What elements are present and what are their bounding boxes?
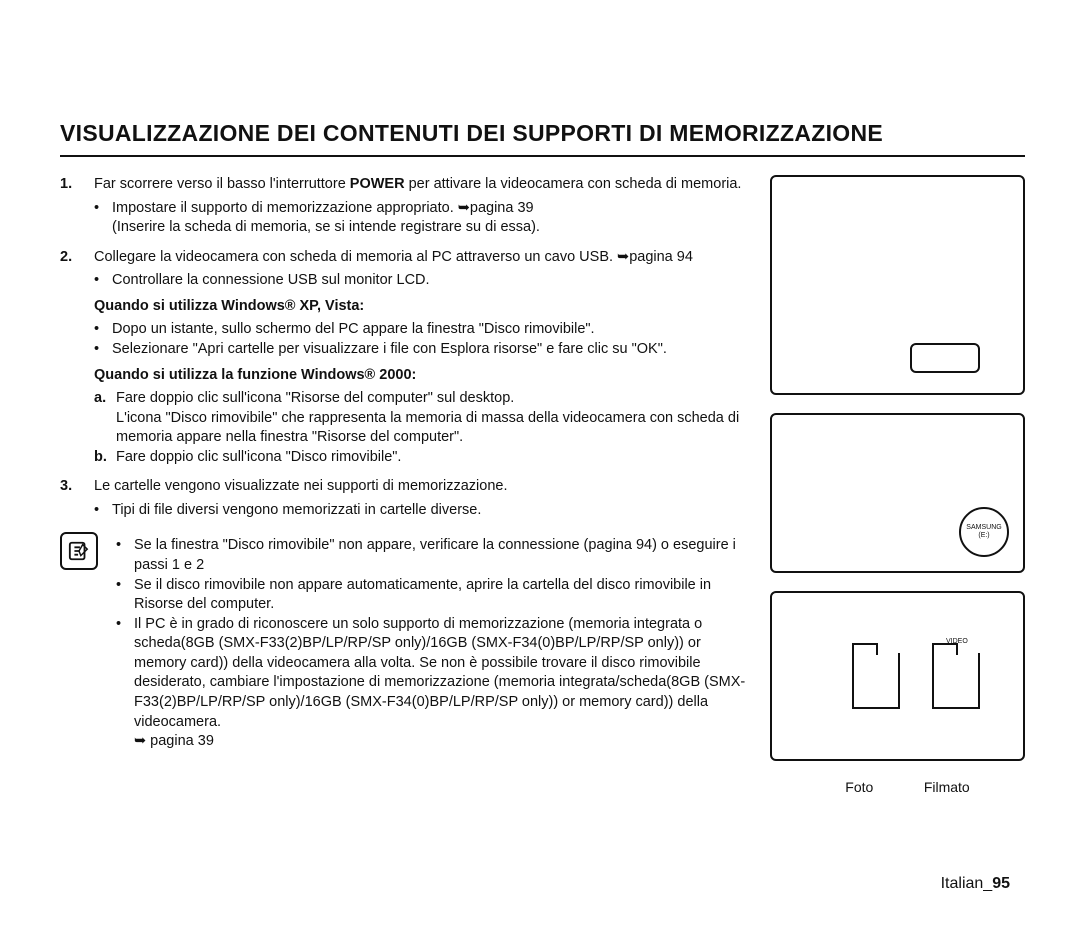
lcd-slot (910, 343, 980, 373)
step-body: Collegare la videocamera con scheda di m… (94, 248, 752, 468)
heading-2000: Quando si utilizza la funzione Windows® … (94, 366, 752, 386)
left-column: 1. Far scorrere verso il basso l'interru… (60, 175, 752, 795)
step-1-lead-b: per attivare la videocamera con scheda d… (405, 176, 742, 192)
disk-panel: SAMSUNG (E:) (770, 413, 1025, 573)
note-icon (60, 532, 98, 570)
sub-b: b. Fare doppio clic sull'icona "Disco ri… (94, 448, 752, 468)
sub-a-label: a. (94, 389, 116, 448)
step-1: 1. Far scorrere verso il basso l'interru… (60, 175, 752, 238)
step-1-bullets: Impostare il supporto di memorizzazione … (94, 199, 752, 238)
step-1-b1-text: Impostare il supporto di memorizzazione … (112, 199, 752, 238)
footer-sep: _ (983, 875, 992, 892)
note-2: Se il disco rimovibile non appare automa… (116, 576, 752, 615)
step-2-lead: Collegare la videocamera con scheda di m… (94, 249, 693, 265)
page-title: VISUALIZZAZIONE DEI CONTENUTI DEI SUPPOR… (60, 120, 1025, 157)
xp-b1: Dopo un istante, sullo schermo del PC ap… (94, 320, 752, 340)
step-number: 3. (60, 477, 94, 520)
note-3-text: Il PC è in grado di riconoscere un solo … (134, 615, 752, 752)
step-3-lead: Le cartelle vengono visualizzate nei sup… (94, 478, 507, 494)
page: VISUALIZZAZIONE DEI CONTENUTI DEI SUPPOR… (0, 0, 1080, 933)
folders-panel: VIDEO (770, 591, 1025, 761)
step-number: 2. (60, 248, 94, 468)
xp-b1-text: Dopo un istante, sullo schermo del PC ap… (112, 320, 752, 340)
step-2-bullets: Controllare la connessione USB sul monit… (94, 271, 752, 291)
note-2-text: Se il disco rimovibile non appare automa… (134, 576, 752, 615)
note-3: Il PC è in grado di riconoscere un solo … (116, 615, 752, 752)
lcd-panel (770, 175, 1025, 395)
note-block: Se la finestra "Disco rimovibile" non ap… (60, 532, 752, 751)
power-label: POWER (350, 176, 405, 192)
footer-lang: Italian (941, 875, 984, 892)
step-body: Far scorrere verso il basso l'interrutto… (94, 175, 752, 238)
pencil-note-icon (68, 540, 90, 562)
step-3-bullets: Tipi di file diversi vengono memorizzati… (94, 501, 752, 521)
caption-foto: Foto (845, 779, 873, 795)
step-number: 1. (60, 175, 94, 238)
heading-xp: Quando si utilizza Windows® XP, Vista: (94, 297, 752, 317)
step-3: 3. Le cartelle vengono visualizzate nei … (60, 477, 752, 520)
xp-bullets: Dopo un istante, sullo schermo del PC ap… (94, 320, 752, 359)
xp-b2: Selezionare "Apri cartelle per visualizz… (94, 340, 752, 360)
step-2-b1: Controllare la connessione USB sul monit… (94, 271, 752, 291)
folder-captions: Foto Filmato (770, 779, 1025, 795)
sub-b-label: b. (94, 448, 116, 468)
note-bullets: Se la finestra "Disco rimovibile" non ap… (116, 536, 752, 751)
right-column: SAMSUNG (E:) VIDEO Foto Filmato (770, 175, 1025, 795)
sub-b-text: Fare doppio clic sull'icona "Disco rimov… (116, 448, 752, 468)
samsung-disk-icon: SAMSUNG (E:) (959, 507, 1009, 557)
caption-filmato: Filmato (924, 779, 970, 795)
folder-foto-icon (852, 653, 900, 709)
note-1-text: Se la finestra "Disco rimovibile" non ap… (134, 536, 752, 575)
sub-a: a. Fare doppio clic sull'icona "Risorse … (94, 389, 752, 448)
folder-filmato-icon (932, 653, 980, 709)
step-2: 2. Collegare la videocamera con scheda d… (60, 248, 752, 468)
page-footer: Italian_95 (941, 875, 1010, 893)
xp-b2-text: Selezionare "Apri cartelle per visualizz… (112, 340, 752, 360)
step-3-b1: Tipi di file diversi vengono memorizzati… (94, 501, 752, 521)
step-1-lead-a: Far scorrere verso il basso l'interrutto… (94, 176, 350, 192)
steps-list: 1. Far scorrere verso il basso l'interru… (60, 175, 752, 520)
step-body: Le cartelle vengono visualizzate nei sup… (94, 477, 752, 520)
disk-label: SAMSUNG (E:) (961, 524, 1007, 539)
footer-page: 95 (992, 875, 1010, 892)
win2000-sublist: a. Fare doppio clic sull'icona "Risorse … (94, 389, 752, 467)
content-columns: 1. Far scorrere verso il basso l'interru… (60, 175, 1025, 795)
step-2-b1-text: Controllare la connessione USB sul monit… (112, 271, 752, 291)
step-1-b1: Impostare il supporto di memorizzazione … (94, 199, 752, 238)
note-1: Se la finestra "Disco rimovibile" non ap… (116, 536, 752, 575)
sub-a-text: Fare doppio clic sull'icona "Risorse del… (116, 389, 752, 448)
note-body: Se la finestra "Disco rimovibile" non ap… (116, 532, 752, 751)
step-3-b1-text: Tipi di file diversi vengono memorizzati… (112, 501, 752, 521)
